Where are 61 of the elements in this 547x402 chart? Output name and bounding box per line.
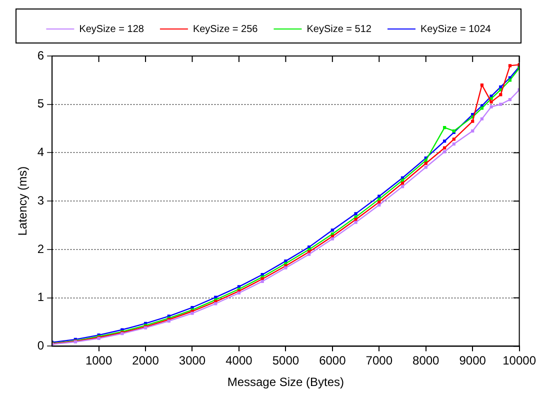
legend-label: KeySize = 128	[79, 24, 144, 35]
point	[284, 260, 288, 263]
x-tick-label: 10000	[502, 354, 536, 368]
point	[508, 98, 512, 102]
point	[443, 150, 446, 154]
point	[480, 117, 484, 120]
point	[490, 105, 493, 108]
point	[378, 200, 381, 204]
point	[400, 182, 404, 185]
point	[471, 120, 474, 123]
legend-label: KeySize = 256	[192, 24, 258, 35]
point	[480, 83, 484, 87]
point	[260, 280, 264, 283]
point	[499, 102, 502, 106]
point	[354, 220, 358, 224]
x-tick-label: 5000	[272, 354, 300, 368]
x-tick-label: 8000	[412, 354, 440, 368]
point	[499, 85, 502, 89]
point	[330, 237, 334, 240]
y-tick-label: 3	[37, 193, 44, 208]
legend-label: KeySize = 512	[306, 24, 372, 35]
legend-label: KeySize = 1024	[420, 24, 492, 35]
point	[490, 100, 493, 104]
point	[443, 126, 446, 130]
point	[424, 162, 428, 165]
y-tick-label: 6	[37, 48, 44, 62]
point	[499, 93, 502, 96]
point	[480, 106, 484, 110]
x-tick-label: 2000	[132, 354, 160, 368]
x-tick-label: 1000	[85, 354, 112, 368]
point	[424, 158, 428, 162]
point	[308, 252, 311, 256]
x-tick-label: 9000	[459, 354, 486, 368]
x-axis-title: Message Size (Bytes)	[227, 375, 344, 390]
point	[190, 306, 194, 310]
y-tick-label: 4	[37, 145, 44, 160]
y-tick-label: 2	[37, 242, 44, 256]
y-tick-label: 0	[37, 338, 44, 353]
point	[424, 166, 428, 169]
point	[452, 138, 456, 141]
y-tick-label: 1	[37, 290, 44, 304]
point	[400, 178, 404, 182]
x-tick-label: 4000	[226, 354, 253, 368]
point	[508, 64, 512, 68]
point	[400, 185, 404, 188]
point	[443, 140, 446, 143]
y-tick-label: 5	[37, 96, 44, 111]
point	[354, 218, 358, 222]
y-axis-title: Latency (ms)	[16, 166, 30, 236]
point	[378, 194, 381, 198]
x-tick-label: 3000	[178, 354, 206, 368]
point	[452, 142, 456, 146]
point	[508, 78, 512, 82]
point	[471, 129, 474, 133]
point	[378, 203, 381, 207]
point	[354, 212, 358, 216]
point	[330, 228, 334, 232]
point	[443, 146, 446, 150]
x-tick-label: 6000	[319, 354, 346, 368]
x-tick-label: 7000	[366, 354, 393, 368]
point	[378, 198, 381, 201]
